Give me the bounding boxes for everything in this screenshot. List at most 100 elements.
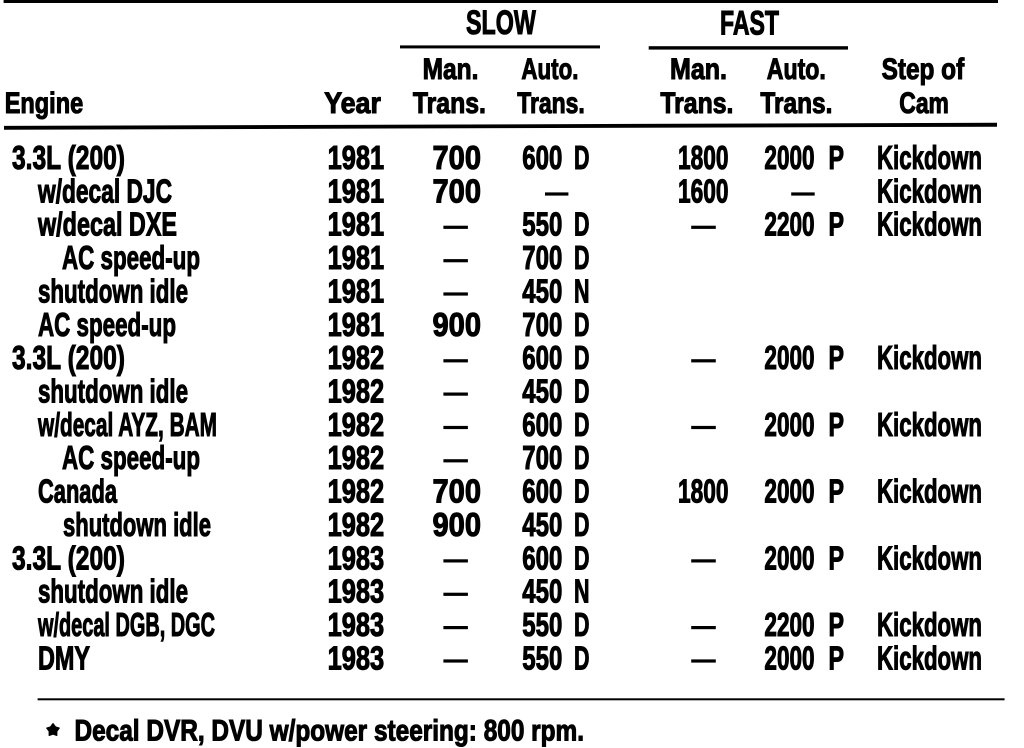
svg-text:P: P xyxy=(829,639,845,676)
svg-text:w/decal DJC: w/decal DJC xyxy=(37,172,172,209)
svg-text:1983: 1983 xyxy=(328,606,385,643)
svg-text:2200: 2200 xyxy=(764,606,814,643)
svg-text:1982: 1982 xyxy=(328,406,385,443)
svg-text:1982: 1982 xyxy=(328,373,385,410)
svg-text:700: 700 xyxy=(433,172,482,209)
svg-text:D: D xyxy=(574,139,590,176)
svg-text:1800: 1800 xyxy=(678,139,729,176)
svg-text:D: D xyxy=(574,206,590,243)
svg-text:700: 700 xyxy=(522,439,562,476)
svg-text:w/decal AYZ, BAM: w/decal AYZ, BAM xyxy=(37,406,217,443)
svg-text:700: 700 xyxy=(433,473,482,510)
svg-text:D: D xyxy=(574,306,590,343)
svg-text:1982: 1982 xyxy=(328,439,385,476)
svg-text:450: 450 xyxy=(522,573,562,610)
svg-text:shutdown idle: shutdown idle xyxy=(38,573,188,610)
svg-text:1983: 1983 xyxy=(328,539,385,576)
svg-text:D: D xyxy=(574,506,590,543)
svg-text:700: 700 xyxy=(433,139,482,176)
svg-text:2000: 2000 xyxy=(764,406,814,443)
svg-text:3.3L (200): 3.3L (200) xyxy=(12,139,125,176)
svg-text:Auto.: Auto. xyxy=(521,53,578,86)
svg-text:Trans.: Trans. xyxy=(413,87,486,120)
svg-text:2000: 2000 xyxy=(764,639,814,676)
svg-text:Kickdown: Kickdown xyxy=(877,539,982,576)
svg-text:Canada: Canada xyxy=(38,473,117,510)
svg-text:Kickdown: Kickdown xyxy=(877,339,982,376)
svg-text:N: N xyxy=(574,272,590,309)
svg-text:AC speed-up: AC speed-up xyxy=(62,239,200,276)
svg-text:1982: 1982 xyxy=(328,473,385,510)
svg-text:P: P xyxy=(829,206,845,243)
svg-text:P: P xyxy=(829,539,845,576)
svg-text:D: D xyxy=(574,373,590,410)
svg-text:Engine: Engine xyxy=(5,87,84,120)
svg-text:w/decal DGB, DGC: w/decal DGB, DGC xyxy=(37,606,215,643)
svg-text:2000: 2000 xyxy=(764,339,814,376)
svg-text:D: D xyxy=(574,606,590,643)
svg-text:Trans.: Trans. xyxy=(760,87,832,120)
svg-text:Kickdown: Kickdown xyxy=(877,206,982,243)
svg-text:shutdown idle: shutdown idle xyxy=(38,272,188,309)
svg-text:P: P xyxy=(829,339,845,376)
svg-text:450: 450 xyxy=(522,373,562,410)
svg-text:1982: 1982 xyxy=(328,339,385,376)
svg-text:450: 450 xyxy=(522,272,562,309)
svg-text:2000: 2000 xyxy=(764,473,814,510)
svg-text:1981: 1981 xyxy=(328,206,385,243)
svg-text:shutdown idle: shutdown idle xyxy=(63,506,211,543)
svg-text:D: D xyxy=(574,406,590,443)
svg-text:700: 700 xyxy=(522,239,562,276)
svg-text:550: 550 xyxy=(522,206,562,243)
svg-text:Year: Year xyxy=(324,87,381,120)
svg-text:Decal DVR, DVU w/power steerin: Decal DVR, DVU w/power steering: 800 rpm… xyxy=(75,715,585,748)
svg-text:Auto.: Auto. xyxy=(767,53,826,86)
svg-text:Kickdown: Kickdown xyxy=(877,639,982,676)
svg-text:900: 900 xyxy=(433,306,482,343)
svg-text:1981: 1981 xyxy=(328,239,385,276)
svg-text:3.3L (200): 3.3L (200) xyxy=(12,339,125,376)
svg-text:Man.: Man. xyxy=(423,53,479,86)
svg-text:1981: 1981 xyxy=(328,139,385,176)
svg-text:1983: 1983 xyxy=(328,573,385,610)
svg-text:600: 600 xyxy=(522,339,562,376)
svg-text:Step of: Step of xyxy=(882,53,965,86)
svg-text:Trans.: Trans. xyxy=(660,87,733,120)
svg-text:AC speed-up: AC speed-up xyxy=(62,439,200,476)
svg-text:D: D xyxy=(574,473,590,510)
svg-text:P: P xyxy=(829,606,845,643)
svg-text:550: 550 xyxy=(522,639,562,676)
svg-text:Trans.: Trans. xyxy=(517,87,585,120)
svg-text:D: D xyxy=(574,639,590,676)
svg-text:D: D xyxy=(574,239,590,276)
svg-text:Kickdown: Kickdown xyxy=(877,473,982,510)
svg-text:D: D xyxy=(574,539,590,576)
svg-text:1981: 1981 xyxy=(328,306,385,343)
svg-text:1981: 1981 xyxy=(328,272,385,309)
svg-text:1800: 1800 xyxy=(678,473,729,510)
svg-text:1600: 1600 xyxy=(678,172,729,209)
svg-text:450: 450 xyxy=(522,506,562,543)
svg-text:900: 900 xyxy=(433,506,482,543)
svg-text:700: 700 xyxy=(522,306,562,343)
svg-text:SLOW: SLOW xyxy=(466,4,536,42)
svg-text:w/decal DXE: w/decal DXE xyxy=(37,206,177,243)
svg-text:1983: 1983 xyxy=(328,639,385,676)
svg-text:AC speed-up: AC speed-up xyxy=(38,306,176,343)
svg-text:Kickdown: Kickdown xyxy=(877,406,982,443)
svg-text:2200: 2200 xyxy=(764,206,814,243)
svg-text:550: 550 xyxy=(522,606,562,643)
svg-text:2000: 2000 xyxy=(764,539,814,576)
svg-text:N: N xyxy=(574,573,590,610)
svg-text:600: 600 xyxy=(522,539,562,576)
svg-text:D: D xyxy=(574,439,590,476)
svg-text:600: 600 xyxy=(522,406,562,443)
svg-text:DMY: DMY xyxy=(38,639,90,676)
svg-text:shutdown idle: shutdown idle xyxy=(38,373,188,410)
svg-text:P: P xyxy=(829,473,845,510)
svg-text:Kickdown: Kickdown xyxy=(877,606,982,643)
svg-text:1982: 1982 xyxy=(328,506,385,543)
svg-text:FAST: FAST xyxy=(720,4,779,42)
svg-text:Cam: Cam xyxy=(899,87,949,120)
svg-text:2000: 2000 xyxy=(764,139,814,176)
